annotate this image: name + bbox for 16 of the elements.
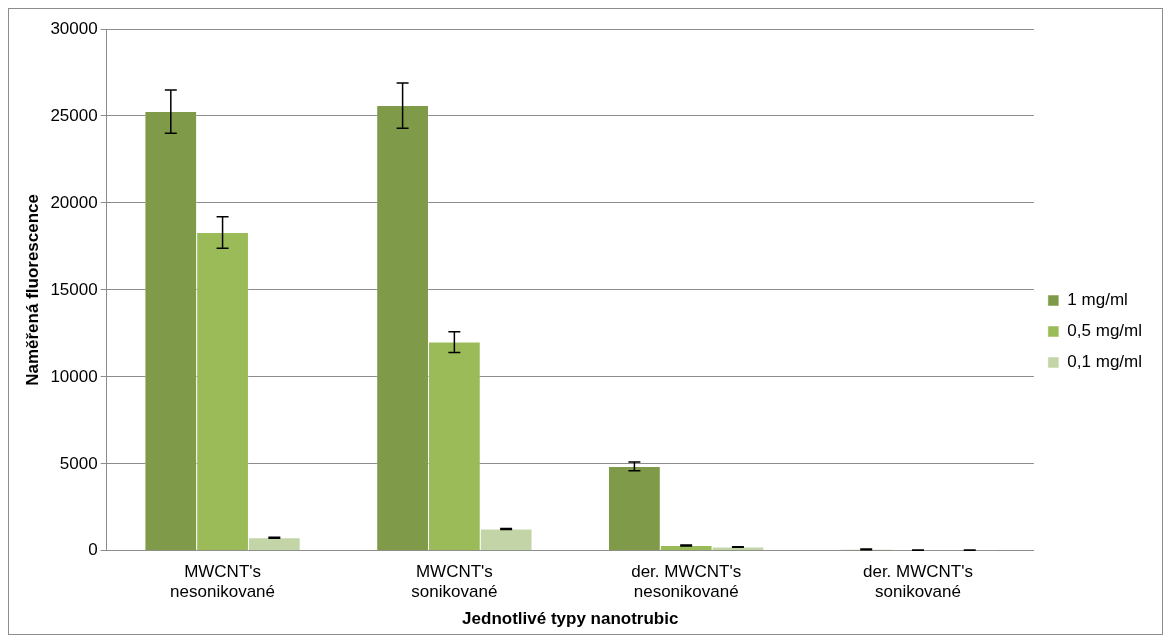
x-tick-label: MWCNT's nesonikované bbox=[170, 561, 276, 602]
y-tick-label: 15000 bbox=[50, 279, 98, 299]
y-tick-label: 30000 bbox=[50, 18, 98, 38]
legend-label: 0,5 mg/ml bbox=[1067, 321, 1143, 341]
legend-label: 0,1 mg/ml bbox=[1067, 352, 1143, 372]
x-tick-label: MWCNT's sonikované bbox=[411, 561, 498, 602]
x-axis-title: Jednotlivé typy nanotrubic bbox=[462, 609, 679, 629]
y-tick-label: 10000 bbox=[50, 366, 98, 386]
y-tick-label: 0 bbox=[88, 540, 98, 560]
y-tick-label: 25000 bbox=[50, 105, 98, 125]
x-tick-label: der. MWCNT's sonikované bbox=[862, 561, 973, 602]
x-tick-label: der. MWCNT's nesonikované bbox=[631, 561, 742, 602]
legend-label: 1 mg/ml bbox=[1067, 290, 1128, 310]
y-tick-label: 5000 bbox=[59, 453, 98, 473]
y-tick-label: 20000 bbox=[50, 192, 98, 212]
y-axis-title: Naměřená fluorescence bbox=[22, 193, 42, 386]
